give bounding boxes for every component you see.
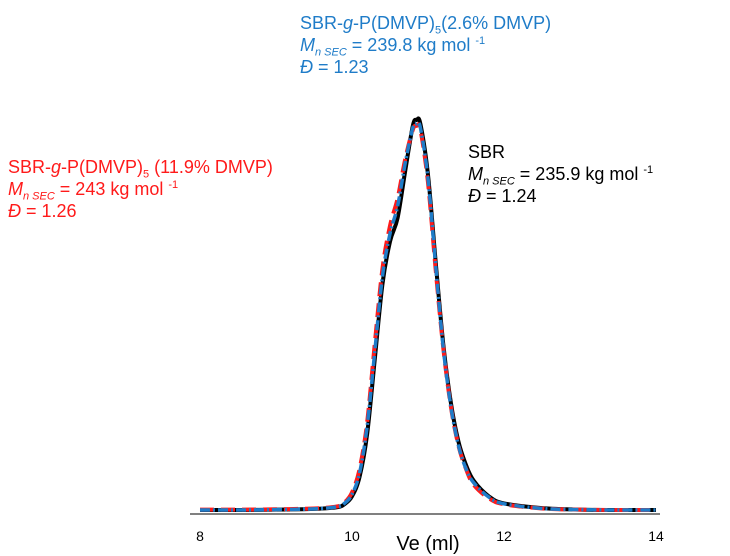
x-tick-label: 10 (344, 528, 360, 544)
annotation-blue-mn: Mn SEC = 239.8 kg mol -1 (300, 35, 486, 59)
annotation-black-title: SBR (468, 142, 506, 162)
annotation-red-dispersity: Đ = 1.26 (8, 201, 77, 221)
annotation-blue-dispersity: Đ = 1.23 (300, 57, 369, 77)
x-tick-label: 12 (496, 528, 512, 544)
annotation-red: SBR-g-P(DMVP)5 (11.9% DMVP) Mn SEC = 243… (8, 156, 273, 222)
annotation-blue: SBR-g-P(DMVP)5(2.6% DMVP) Mn SEC = 239.8… (300, 12, 551, 78)
annotation-red-title: SBR-g-P(DMVP)5 (11.9% DMVP) (8, 157, 273, 181)
annotation-black-mn: Mn SEC = 235.9 kg mol -1 (468, 164, 654, 188)
annotation-red-mn: Mn SEC = 243 kg mol -1 (8, 179, 179, 203)
annotation-blue-title: SBR-g-P(DMVP)5(2.6% DMVP) (300, 13, 552, 37)
annotation-black-dispersity: Đ = 1.24 (468, 186, 537, 206)
x-axis-label: Ve (ml) (396, 533, 459, 555)
x-tick-label: 14 (648, 528, 664, 544)
series-line-3 (199, 120, 657, 512)
series-line-2 (199, 122, 657, 513)
annotation-black: SBR Mn SEC = 235.9 kg mol -1 Đ = 1.24 (468, 141, 653, 207)
plot-lines (199, 116, 657, 513)
x-tick-label: 8 (196, 528, 204, 544)
x-ticks: 8 10 12 14 (196, 528, 664, 544)
